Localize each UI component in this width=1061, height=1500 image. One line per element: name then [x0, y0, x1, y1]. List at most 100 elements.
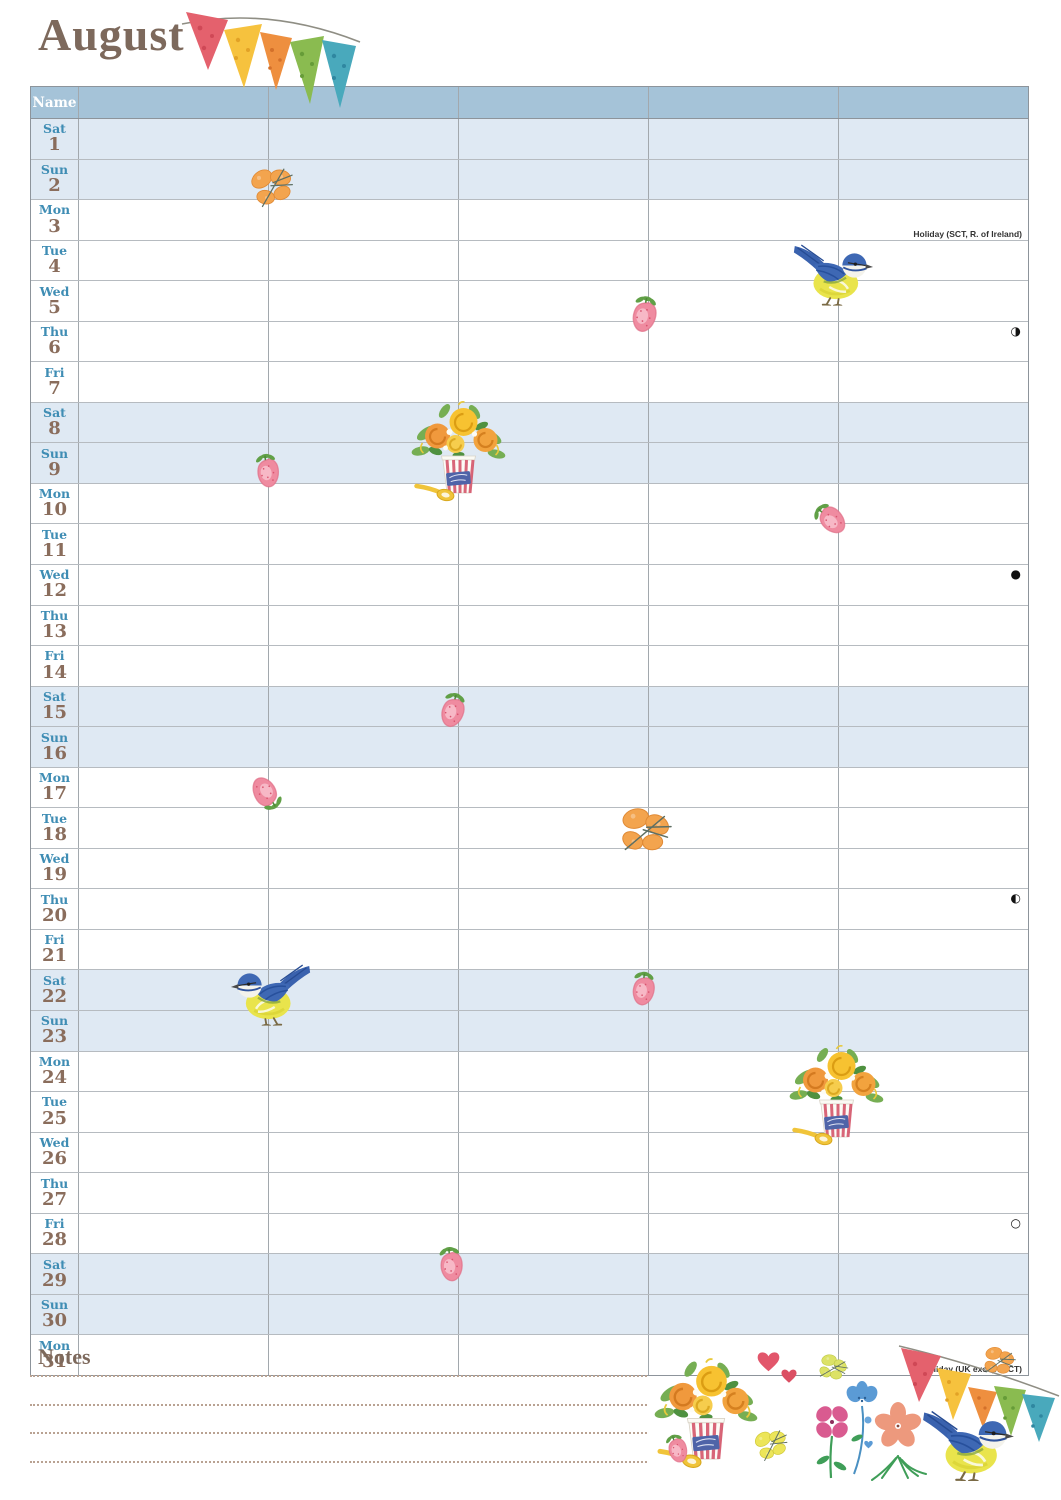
- day-row-17: Mon 17: [31, 766, 1028, 808]
- day-row-22: Sat 22: [31, 969, 1028, 1011]
- flower-bouquet-in-ice-cream-cup: [654, 1359, 759, 1469]
- entry-cell: [268, 1132, 458, 1173]
- entry-cell: [838, 402, 1028, 443]
- entry-cell: [838, 605, 1028, 646]
- blue-flower: [846, 1381, 878, 1475]
- entry-cell: [268, 808, 458, 848]
- day-row-14: Fri 14: [31, 645, 1028, 686]
- entry-cell: [648, 808, 838, 848]
- day-number: 22: [41, 985, 68, 1007]
- entry-cell: [648, 1051, 838, 1092]
- entry-cell: [458, 240, 648, 281]
- notes-heading: Notes: [38, 1344, 91, 1369]
- day-number: 26: [41, 1148, 68, 1170]
- day-label-cell: Sat 22: [31, 970, 78, 1010]
- day-label-cell: Wed 19: [31, 849, 78, 889]
- day-label-cell: Wed 5: [31, 281, 78, 321]
- entry-cell: [268, 889, 458, 929]
- entry-cell: [648, 1294, 838, 1335]
- entry-cell: [458, 1092, 648, 1132]
- entry-cell: [78, 119, 268, 159]
- day-row-20: Thu 20 ◐: [31, 888, 1028, 929]
- entry-cell: [268, 848, 458, 889]
- new-moon-icon: ●: [1010, 567, 1021, 582]
- entry-cell: [268, 119, 458, 159]
- day-number: 14: [41, 661, 68, 683]
- entry-cell: [458, 767, 648, 808]
- entry-cell: [268, 970, 458, 1011]
- day-name: Wed: [39, 283, 70, 299]
- day-number: 11: [41, 539, 68, 561]
- day-label-cell: Sat 8: [31, 403, 78, 443]
- day-row-23: Sun 23: [31, 1010, 1028, 1051]
- day-name: Thu: [40, 891, 69, 907]
- entry-cell: [838, 970, 1028, 1011]
- entry-cell: [458, 646, 648, 686]
- day-label-cell: Sun 23: [31, 1011, 78, 1051]
- day-name: Mon: [38, 1337, 71, 1353]
- entry-cell: [648, 565, 838, 605]
- entry-cell: [458, 281, 648, 321]
- name-column-cell: [268, 87, 458, 118]
- entry-cell: [78, 1335, 268, 1375]
- day-name: Sat: [43, 972, 66, 988]
- day-label-cell: Fri 28: [31, 1214, 78, 1254]
- entry-cell: [838, 119, 1028, 159]
- entry-cell: [78, 524, 268, 565]
- entry-cell: [458, 362, 648, 402]
- entry-cell: [838, 686, 1028, 727]
- entry-cell: [268, 565, 458, 605]
- day-name: Sat: [43, 405, 66, 421]
- entry-cell: [78, 362, 268, 402]
- name-header-label: Name: [32, 94, 77, 111]
- bottom-illustration: [645, 1342, 1060, 1481]
- entry-cell: [78, 281, 268, 321]
- entry-cell: [78, 1011, 268, 1051]
- entry-cell: [458, 565, 648, 605]
- entry-cell: [268, 1335, 458, 1375]
- entry-cell: [458, 1254, 648, 1294]
- day-row-26: Wed 26: [31, 1131, 1028, 1173]
- entry-cell: [838, 1011, 1028, 1051]
- day-number: 9: [48, 458, 61, 480]
- day-number: 1: [48, 134, 61, 156]
- entry-cell: [648, 524, 838, 565]
- entry-cell: [268, 727, 458, 767]
- orange-flower: [871, 1402, 927, 1481]
- entry-cell: [78, 929, 268, 970]
- entry-cell: [268, 686, 458, 727]
- day-name: Wed: [39, 1134, 70, 1150]
- day-number: 29: [41, 1269, 68, 1291]
- day-number: 4: [48, 256, 61, 278]
- entry-cell: [458, 443, 648, 483]
- bunting-flags: [898, 1345, 1060, 1442]
- entry-cell: [648, 443, 838, 483]
- entry-cell: [648, 848, 838, 889]
- entry-cell: [268, 929, 458, 970]
- entry-cell: [268, 240, 458, 281]
- entry-cell: [78, 443, 268, 483]
- entry-cell: [268, 1294, 458, 1335]
- day-label-cell: Mon 3: [31, 200, 78, 240]
- entry-cell: [838, 929, 1028, 970]
- day-name: Tue: [41, 526, 68, 542]
- entry-cell: [458, 159, 648, 200]
- day-row-9: Sun 9: [31, 442, 1028, 483]
- entry-cell: [268, 767, 458, 808]
- holiday-note: Holiday (SCT, R. of Ireland): [913, 228, 1022, 239]
- entry-cell: [268, 402, 458, 443]
- day-label-cell: Thu 13: [31, 606, 78, 646]
- day-number: 12: [41, 580, 68, 602]
- day-row-18: Tue 18: [31, 807, 1028, 848]
- entry-cell: [78, 767, 268, 808]
- day-number: 15: [41, 702, 68, 724]
- yellow-butterfly: [750, 1423, 793, 1464]
- day-row-3: Mon 3 Holiday (SCT, R. of Ireland): [31, 199, 1028, 240]
- entry-cell: [648, 321, 838, 362]
- entry-cell: ●: [838, 565, 1028, 605]
- day-name: Sat: [43, 688, 66, 704]
- entry-cell: [268, 483, 458, 524]
- entry-cell: [268, 605, 458, 646]
- entry-cell: [458, 119, 648, 159]
- day-number: 6: [48, 337, 61, 359]
